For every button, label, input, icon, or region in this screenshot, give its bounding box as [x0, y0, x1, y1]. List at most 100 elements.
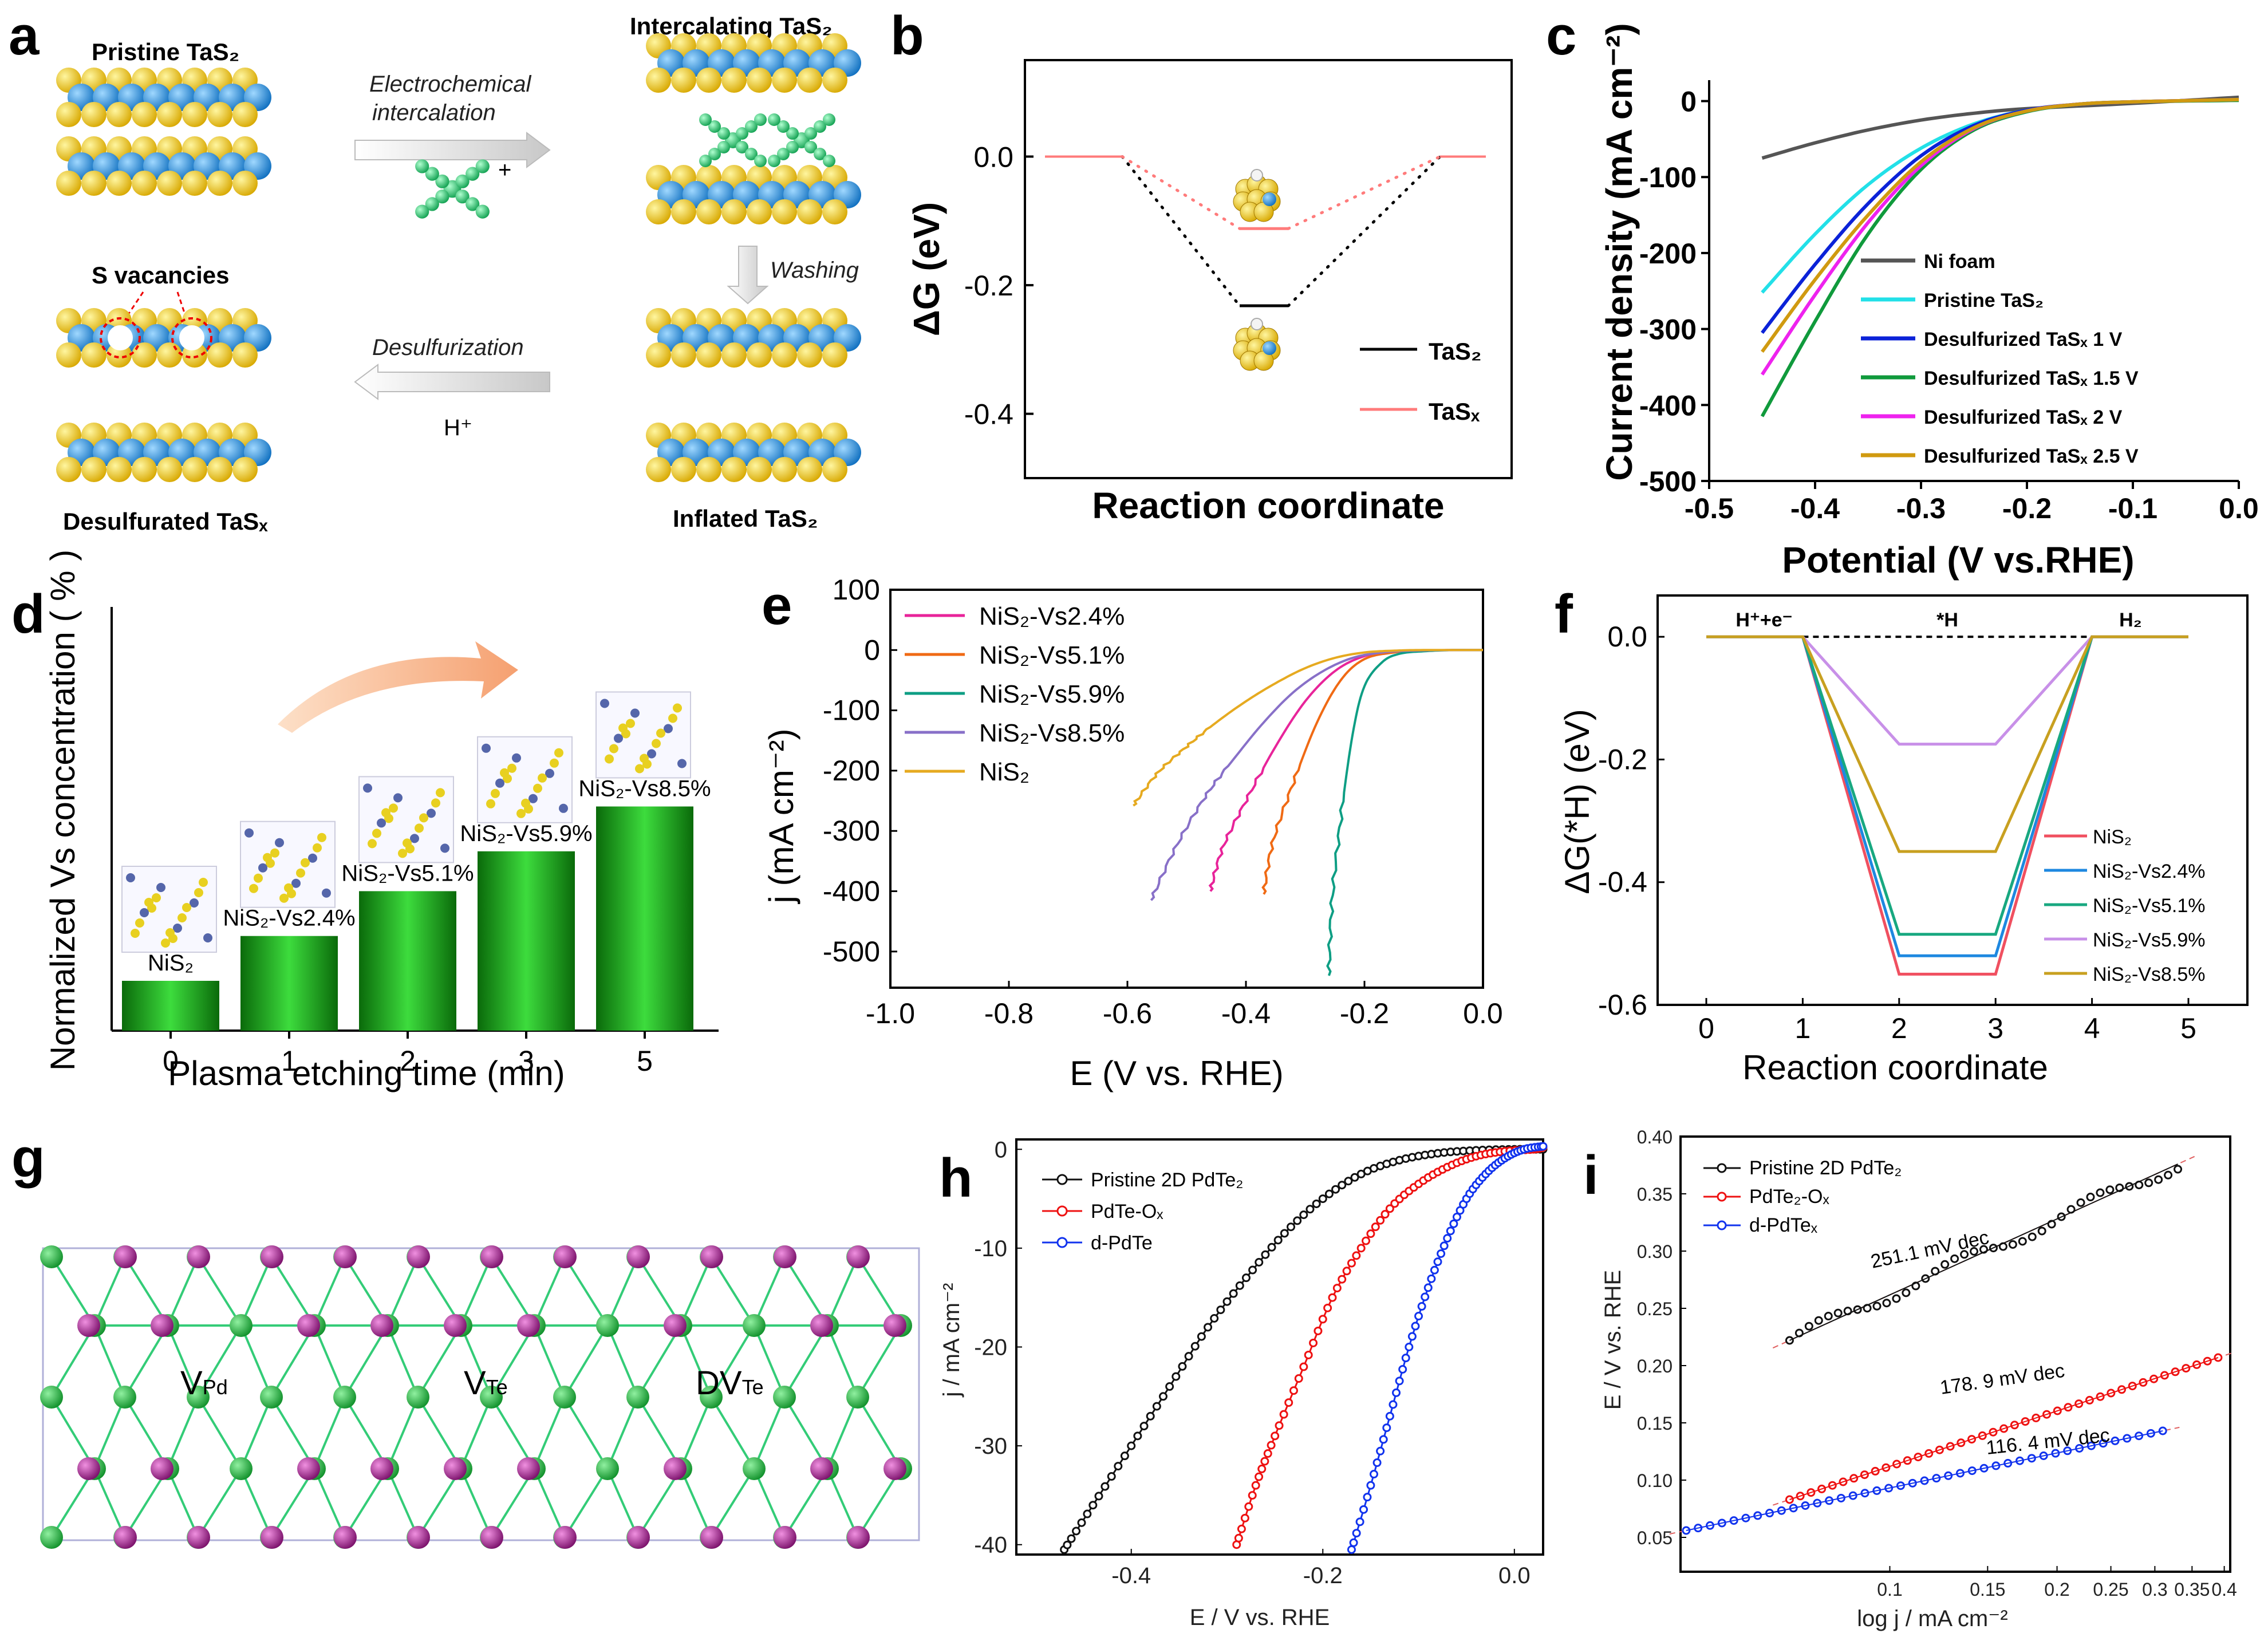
panel-h-data-point	[1210, 1313, 1219, 1323]
panel-b-connector-left	[1121, 155, 1241, 307]
te-atom	[773, 1386, 796, 1409]
panel-g: g VPd VTe DVTe	[11, 1127, 920, 1549]
cation-arm-atom	[466, 167, 480, 181]
lattice-bond	[417, 1396, 462, 1470]
panel-b-legend: TaS₂ TaSₓ	[1360, 338, 1482, 425]
panel-i-data-point	[1804, 1322, 1813, 1331]
intercalant-arm-atom	[814, 148, 826, 160]
vacancy-circle-2	[171, 317, 212, 358]
crystalInflated-s-bottom-atom	[822, 342, 847, 368]
pd-atom	[151, 1314, 173, 1337]
intercalant-arm-atom	[754, 155, 767, 167]
panel-h-data-point	[1229, 1289, 1238, 1298]
crystalInter-s-bottom-atom	[797, 199, 822, 224]
panel-e-ytick-label: 100	[833, 574, 880, 606]
panel-i-axes: 0.1 0.15 0.2 0.25 0.3 0.35 0.40.400.350.300.25…	[1637, 1127, 2237, 1600]
crystalDesulf-s-bottom-atom	[182, 457, 207, 482]
inflated-tas2-label: Inflated TaS₂	[673, 505, 818, 532]
panel-h-data-point	[1237, 1524, 1246, 1533]
cation-arm-atom	[415, 159, 429, 173]
panel-d-structure-atom	[656, 728, 665, 738]
lattice-bond	[637, 1324, 682, 1398]
lattice-bond	[50, 1256, 96, 1327]
panel-c-legend: Ni foam Pristine TaS₂ Desulfurized TaSₓ 1 …	[1861, 251, 2139, 467]
panel-d-structure-atom	[647, 749, 656, 759]
lattice-bond	[490, 1468, 535, 1539]
v-te-sub: Te	[486, 1375, 508, 1399]
lattice-bond	[783, 1468, 829, 1539]
panel-f-ytick-label: -0.2	[1598, 743, 1647, 775]
panel-e-legend-label: NiS₂-Vs8.5%	[979, 719, 1125, 747]
panel-e-legend-label: NiS₂-Vs2.4%	[979, 602, 1125, 630]
cation-arm-atom	[435, 174, 449, 188]
panel-h-xtick-label: -0.4	[1111, 1563, 1151, 1588]
panel-h-data-point	[1411, 1322, 1420, 1331]
lattice-bond	[167, 1256, 199, 1326]
panel-h-data-point	[1299, 1210, 1308, 1220]
panel-d-structure-atom	[427, 808, 436, 818]
panel-i-data-point	[2164, 1170, 2173, 1180]
panel-h-data-point	[1289, 1386, 1298, 1395]
lattice-bond	[270, 1324, 315, 1398]
panel-h-data-point	[1197, 1332, 1206, 1341]
panel-c-ytick-label: -500	[1639, 466, 1697, 498]
panel-d-structure-atom	[626, 719, 635, 728]
panel-d-structure-atom	[377, 818, 386, 828]
crystalPristine1-s-bottom-atom	[81, 171, 107, 196]
panel-d-structure-atom	[528, 794, 538, 803]
panel-h-data-point	[1063, 1540, 1072, 1549]
pd-atom	[664, 1314, 687, 1337]
crystalDesulf-s-bottom-atom	[132, 457, 157, 482]
intercalant-arm-atom	[708, 148, 721, 160]
panel-f-xtick-label: 3	[1987, 1012, 2003, 1044]
panel-h-data-point	[1376, 1216, 1385, 1225]
panel-d-structure-atom	[284, 883, 293, 893]
panel-h-data-point	[1385, 1204, 1394, 1213]
intercalant-arm-atom	[786, 141, 799, 153]
panel-d-structure-atom	[313, 843, 322, 853]
panel-h-data-point	[1190, 1342, 1200, 1351]
panel-d-structure-atom	[140, 908, 149, 917]
lattice-bond	[710, 1396, 755, 1470]
pd-atom	[480, 1245, 503, 1268]
panel-i-legend-marker	[1717, 1192, 1727, 1202]
panel-d-structure-atom	[368, 839, 377, 849]
panel-h-data-point	[1405, 1343, 1414, 1351]
panel-h-data-point	[1241, 1273, 1251, 1283]
intercalant-arm-atom	[804, 127, 817, 140]
panel-d-bars: 0 NiS₂ 1 NiS₂-Vs2.4% 2 NiS₂-Vs5.1% 3 NiS₂-Vs5.9…	[121, 691, 711, 1077]
lattice-bond	[533, 1256, 566, 1326]
panel-d: d 0 NiS₂ 1 NiS₂-Vs2.4% 2 NiS₂-Vs5.1% 3 NiS₂-Vs5…	[11, 550, 719, 1092]
panel-c-xtick-label: -0.3	[1896, 492, 1946, 524]
intercalation-arrow-icon	[354, 132, 551, 168]
v-te-main: V	[464, 1364, 486, 1402]
crystalDesulf-s-bottom-atom	[132, 342, 157, 368]
lattice-bond	[386, 1325, 419, 1398]
panel-i-legend-label: d-PdTeₓ	[1749, 1214, 1818, 1236]
lattice-bond	[240, 1397, 273, 1469]
panel-h-ytick-label: -20	[974, 1335, 1007, 1360]
crystalInflated-s-bottom-atom	[747, 342, 772, 368]
panel-f-xtick-label: 1	[1794, 1012, 1811, 1044]
panel-h-legend-label: PdTe-Oₓ	[1091, 1201, 1163, 1222]
crystalPristine1-s-bottom-atom	[182, 171, 207, 196]
panel-d-structure-atom	[436, 788, 445, 798]
panel-h-x-axis-label: E / V vs. RHE	[1190, 1605, 1330, 1630]
crystalInflated-s-bottom-atom	[696, 342, 721, 368]
panel-f-ytick-label: -0.4	[1598, 866, 1647, 898]
panel-c-xtick-label: -0.5	[1685, 492, 1734, 524]
panel-h-curve	[1351, 1145, 1544, 1550]
panel-h-data-point	[1083, 1509, 1092, 1518]
crystalInflated-s-bottom-atom	[797, 457, 822, 482]
panel-h-data-point	[1158, 1392, 1167, 1401]
panel-f-legend-label: NiS₂-Vs5.1%	[2093, 895, 2205, 917]
panel-d-structure-atom	[614, 733, 623, 743]
panel-h-data-point	[1287, 1222, 1296, 1232]
panel-d-structure-atom	[431, 798, 440, 808]
panel-d-structure-atom	[194, 888, 203, 897]
crystalDesulf-s-bottom-atom	[157, 342, 182, 368]
lattice-bond	[344, 1396, 389, 1470]
panel-h-data-point	[1244, 1502, 1253, 1511]
panel-d-bar	[596, 806, 693, 1031]
panel-d-xtick-label: 1	[281, 1045, 297, 1077]
